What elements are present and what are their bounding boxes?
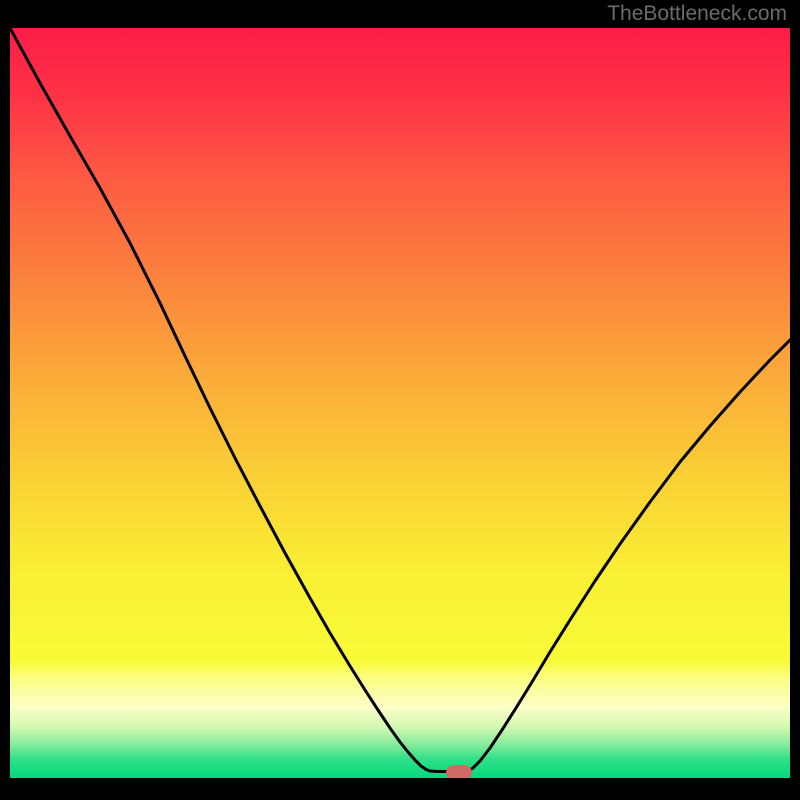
optimum-marker — [446, 765, 472, 779]
frame-right — [790, 0, 800, 800]
bottleneck-curve — [10, 28, 790, 778]
plot-area — [10, 28, 790, 778]
frame-bottom — [0, 778, 800, 800]
watermark-text: TheBottleneck.com — [607, 2, 787, 26]
frame-left — [0, 0, 10, 800]
